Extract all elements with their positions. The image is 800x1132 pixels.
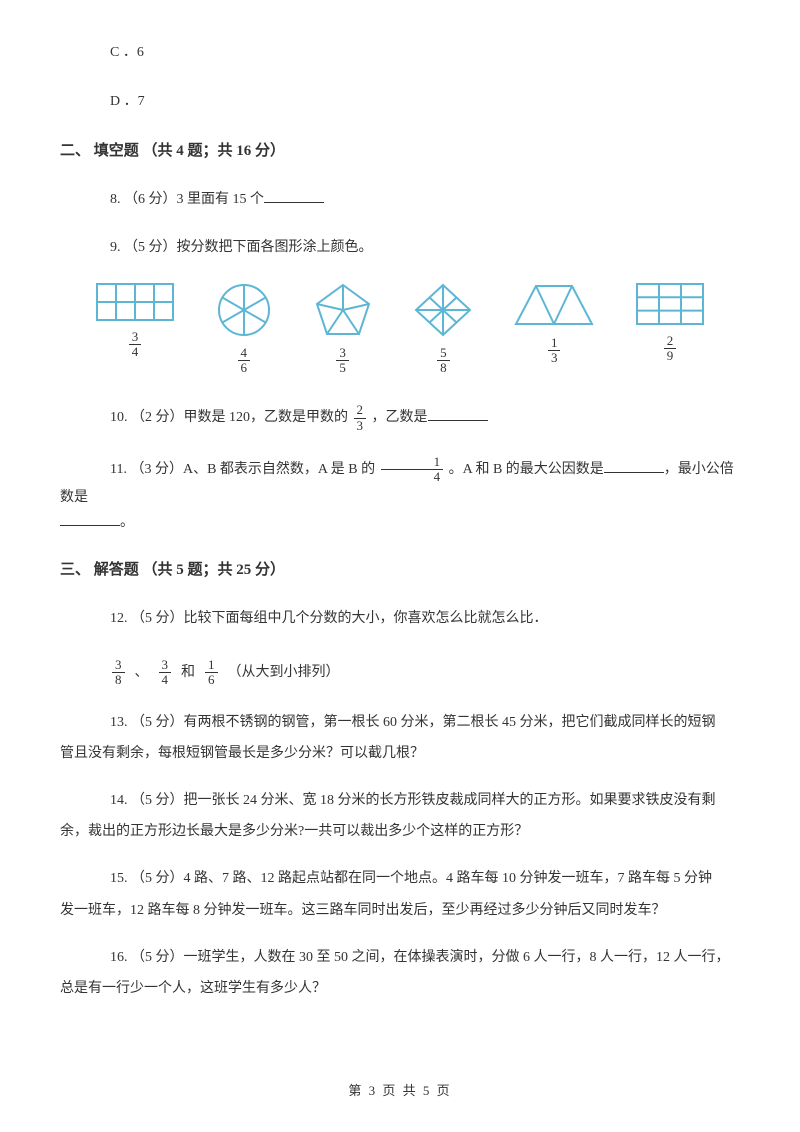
trapezoid-3-icon xyxy=(514,282,594,328)
q16-line2: 总是有一行少一个人，这班学生有多少人？ xyxy=(60,976,740,1001)
diamond-8-icon xyxy=(413,282,473,338)
frac-num: 2 xyxy=(664,334,677,349)
q11-mid: 。A 和 B 的最大公因数是 xyxy=(449,462,604,477)
option-c: C ．6 xyxy=(60,40,740,65)
q11-pre: 11. （3 分）A、B 都表示自然数，A 是 B 的 xyxy=(110,462,379,477)
frac-den: 6 xyxy=(205,673,218,687)
q12-frac-2: 3 4 xyxy=(159,658,172,688)
q11-blank2[interactable] xyxy=(60,512,120,526)
question-8: 8. （6 分）3 里面有 15 个 xyxy=(60,187,740,212)
frac-den: 8 xyxy=(112,673,125,687)
shape-item-6: 2 9 xyxy=(635,282,705,364)
frac-den: 4 xyxy=(159,673,172,687)
frac-den: 9 xyxy=(664,349,677,363)
q10-post: ，乙数是 xyxy=(372,410,428,425)
question-16: 16. （5 分）一班学生，人数在 30 至 50 之间，在体操表演时，分做 6… xyxy=(60,945,740,1001)
q14-line1: 14. （5 分）把一张长 24 分米、宽 18 分米的长方形铁皮裁成同样大的正… xyxy=(60,788,740,813)
shape-3-fraction: 3 5 xyxy=(336,346,349,376)
shape-item-3: 3 5 xyxy=(313,282,373,376)
frac-num: 3 xyxy=(112,658,125,673)
shape-item-4: 5 8 xyxy=(413,282,473,376)
page-footer: 第 3 页 共 5 页 xyxy=(0,1079,800,1102)
frac-den: 4 xyxy=(129,345,142,359)
question-9: 9. （5 分）按分数把下面各图形涂上颜色。 xyxy=(60,235,740,260)
shape-5-fraction: 1 3 xyxy=(548,336,561,366)
question-13: 13. （5 分）有两根不锈钢的钢管，第一根长 60 分米，第二根长 45 分米… xyxy=(60,710,740,766)
question-15: 15. （5 分）4 路、7 路、12 路起点站都在同一个地点。4 路车每 10… xyxy=(60,866,740,922)
shape-6-fraction: 2 9 xyxy=(664,334,677,364)
shape-item-2: 4 6 xyxy=(216,282,272,376)
frac-den: 8 xyxy=(437,361,450,375)
frac-num: 2 xyxy=(354,403,367,418)
q11-blank1[interactable] xyxy=(604,459,664,473)
q8-text: 8. （6 分）3 里面有 15 个 xyxy=(110,192,264,207)
q15-line2: 发一班车，12 路车每 8 分钟发一班车。这三路车同时出发后，至少再经过多少分钟… xyxy=(60,898,740,923)
question-11: 11. （3 分）A、B 都表示自然数，A 是 B 的 1 4 。A 和 B 的… xyxy=(60,455,740,535)
q13-line2: 管且没有剩余，每根短钢管最长是多少分米？可以截几根？ xyxy=(60,741,740,766)
frac-num: 1 xyxy=(381,455,444,470)
frac-num: 1 xyxy=(548,336,561,351)
q12-tail: （从大到小排列） xyxy=(228,660,340,685)
q12-sep1: 、 xyxy=(135,660,149,685)
q12-fractions: 3 8 、 3 4 和 1 6 （从大到小排列） xyxy=(60,658,340,688)
shape-2-fraction: 4 6 xyxy=(238,346,251,376)
shapes-row: 3 4 4 6 3 5 xyxy=(60,282,740,376)
q16-line1: 16. （5 分）一班学生，人数在 30 至 50 之间，在体操表演时，分做 6… xyxy=(60,945,740,970)
shape-item-5: 1 3 xyxy=(514,282,594,366)
q13-line1: 13. （5 分）有两根不锈钢的钢管，第一根长 60 分米，第二根长 45 分米… xyxy=(60,710,740,735)
section-3-title: 三、 解答题 （共 5 题；共 25 分） xyxy=(60,557,740,584)
q10-pre: 10. （2 分）甲数是 120，乙数是甲数的 xyxy=(110,410,352,425)
q10-fraction: 2 3 xyxy=(354,403,367,433)
q12-sep2: 和 xyxy=(181,660,195,685)
section-2-title: 二、 填空题 （共 4 题；共 16 分） xyxy=(60,138,740,165)
q11-fraction: 1 4 xyxy=(381,455,444,485)
frac-num: 5 xyxy=(437,346,450,361)
frac-num: 3 xyxy=(159,658,172,673)
q14-line2: 余，裁出的正方形边长最大是多少分米?一共可以裁出多少个这样的正方形？ xyxy=(60,819,740,844)
frac-num: 3 xyxy=(129,330,142,345)
pie-6-icon xyxy=(216,282,272,338)
rect-9-grid-icon xyxy=(635,282,705,326)
shape-4-fraction: 5 8 xyxy=(437,346,450,376)
frac-den: 3 xyxy=(548,351,561,365)
pentagon-icon xyxy=(313,282,373,338)
frac-num: 1 xyxy=(205,658,218,673)
rect-grid-icon xyxy=(95,282,175,322)
frac-num: 4 xyxy=(238,346,251,361)
question-12: 12. （5 分）比较下面每组中几个分数的大小，你喜欢怎么比就怎么比． xyxy=(60,606,740,631)
shape-1-fraction: 3 4 xyxy=(129,330,142,360)
shape-item-1: 3 4 xyxy=(95,282,175,360)
option-d: D ．7 xyxy=(60,89,740,114)
q12-frac-1: 3 8 xyxy=(112,658,125,688)
question-10: 10. （2 分）甲数是 120，乙数是甲数的 2 3 ，乙数是 xyxy=(60,403,740,433)
frac-den: 5 xyxy=(336,361,349,375)
frac-den: 3 xyxy=(354,419,367,433)
question-14: 14. （5 分）把一张长 24 分米、宽 18 分米的长方形铁皮裁成同样大的正… xyxy=(60,788,740,844)
q15-line1: 15. （5 分）4 路、7 路、12 路起点站都在同一个地点。4 路车每 10… xyxy=(60,866,740,891)
q8-blank[interactable] xyxy=(264,189,324,203)
frac-den: 4 xyxy=(381,470,444,484)
q11-end: 。 xyxy=(120,515,134,530)
q12-frac-3: 1 6 xyxy=(205,658,218,688)
frac-num: 3 xyxy=(336,346,349,361)
frac-den: 6 xyxy=(238,361,251,375)
q10-blank[interactable] xyxy=(428,407,488,421)
